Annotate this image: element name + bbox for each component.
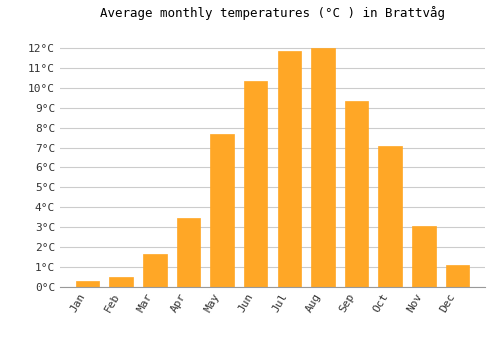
Bar bbox=[244, 81, 268, 287]
Bar bbox=[412, 226, 436, 287]
Bar bbox=[446, 265, 469, 287]
Bar bbox=[176, 218, 200, 287]
Bar bbox=[143, 254, 167, 287]
Bar bbox=[345, 101, 368, 287]
Title: Average monthly temperatures (°C ) in Brattvåg: Average monthly temperatures (°C ) in Br… bbox=[100, 6, 445, 20]
Bar bbox=[110, 277, 133, 287]
Bar bbox=[210, 134, 234, 287]
Bar bbox=[378, 146, 402, 287]
Bar bbox=[76, 281, 100, 287]
Bar bbox=[311, 48, 334, 287]
Bar bbox=[278, 51, 301, 287]
